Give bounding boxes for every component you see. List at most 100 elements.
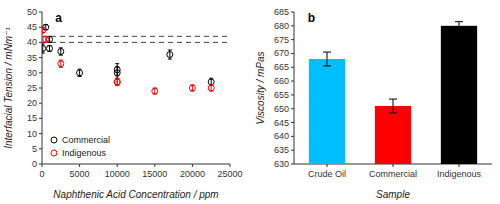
plot-area	[42, 24, 230, 94]
x-tick	[42, 164, 43, 167]
point	[208, 85, 214, 91]
point	[114, 79, 120, 85]
y-tick	[291, 12, 294, 13]
point	[189, 85, 195, 91]
y-tick	[291, 67, 294, 68]
error-cap	[115, 63, 119, 64]
error-stem	[459, 22, 460, 30]
error-bar	[323, 52, 331, 66]
y-tick	[291, 25, 294, 26]
legend-label: Indigenous	[62, 148, 107, 158]
x-tick-label: Indigenous	[437, 169, 482, 179]
bar	[309, 59, 345, 164]
x-tick	[393, 164, 394, 167]
legend-marker	[51, 150, 57, 156]
error-bar	[59, 48, 63, 55]
y-tick-label: 0	[32, 159, 37, 169]
error-stem	[49, 45, 50, 51]
error-stem	[192, 85, 193, 91]
panel-label: b	[308, 11, 315, 25]
x-tick-label: 0	[39, 169, 44, 179]
error-stem	[211, 85, 212, 91]
error-cap	[455, 29, 463, 30]
error-cap	[389, 99, 397, 100]
x-tick	[230, 164, 231, 167]
x-tick-label: 10000	[105, 169, 130, 179]
error-cap	[42, 43, 45, 44]
error-bar	[209, 85, 213, 91]
point	[42, 27, 46, 33]
bar	[441, 26, 477, 164]
y-tick-label: 45	[27, 22, 37, 32]
x-tick-label: 20000	[180, 169, 205, 179]
x-tick-label: 5000	[70, 169, 90, 179]
bar	[375, 106, 411, 164]
x-tick	[79, 164, 80, 167]
error-stem	[117, 67, 118, 79]
y-tick	[39, 42, 42, 43]
error-bar	[59, 60, 63, 67]
y-tick	[291, 164, 294, 165]
legend: Commercial Indigenous	[51, 135, 110, 158]
x-axis-line	[42, 164, 230, 165]
error-cap	[323, 65, 331, 66]
y-tick-label: 670	[274, 48, 289, 58]
x-tick	[154, 164, 155, 167]
y-tick	[291, 94, 294, 95]
error-stem	[393, 99, 394, 113]
legend-marker	[51, 137, 57, 143]
error-bar	[389, 99, 397, 113]
y-tick-label: 635	[274, 145, 289, 155]
y-tick	[39, 133, 42, 134]
y-tick	[39, 12, 42, 13]
point	[58, 61, 64, 67]
y-tick-label: 30	[27, 68, 37, 78]
error-stem	[42, 28, 43, 33]
error-cap	[323, 52, 331, 53]
legend-label: Commercial	[62, 135, 110, 145]
error-bar	[42, 44, 45, 53]
x-tick	[192, 164, 193, 167]
error-bar	[44, 36, 48, 42]
y-tick	[291, 150, 294, 151]
error-bar	[153, 88, 157, 94]
error-cap	[389, 112, 397, 113]
error-bar	[115, 78, 119, 85]
panel-label: a	[55, 11, 62, 25]
y-tick	[39, 148, 42, 149]
error-cap	[42, 53, 45, 54]
y-tick	[39, 72, 42, 73]
error-bar	[190, 85, 194, 91]
y-tick	[291, 53, 294, 54]
point	[58, 49, 64, 55]
error-bar	[115, 67, 119, 79]
y-tick-label: 50	[27, 7, 37, 17]
y-tick-label: 5	[32, 144, 37, 154]
point	[208, 79, 214, 85]
y-tick-label: 640	[274, 131, 289, 141]
panel: 05101520253035404550Interfacial Tension …	[3, 7, 243, 200]
error-cap	[455, 21, 463, 22]
error-cap	[168, 50, 172, 51]
error-bar	[48, 45, 52, 51]
y-tick-label: 685	[274, 7, 289, 17]
x-tick-label: 15000	[142, 169, 167, 179]
x-tick	[117, 164, 118, 167]
error-stem	[45, 36, 46, 42]
y-tick-label: 630	[274, 159, 289, 169]
x-axis-label: Naphthenic Acid Concentration / ppm	[53, 189, 218, 200]
y-tick	[291, 39, 294, 40]
y-tick-label: 680	[274, 21, 289, 31]
y-tick	[39, 88, 42, 89]
panel: 630635640645650655660665670675680685Visc…	[255, 7, 492, 200]
point	[77, 70, 83, 76]
error-cap	[115, 66, 119, 67]
y-tick	[39, 103, 42, 104]
y-tick-label: 655	[274, 90, 289, 100]
point	[152, 88, 158, 94]
y-tick	[39, 118, 42, 119]
error-bar	[209, 78, 213, 85]
y-tick	[291, 136, 294, 137]
error-bar	[115, 78, 119, 85]
error-bar	[455, 22, 463, 30]
